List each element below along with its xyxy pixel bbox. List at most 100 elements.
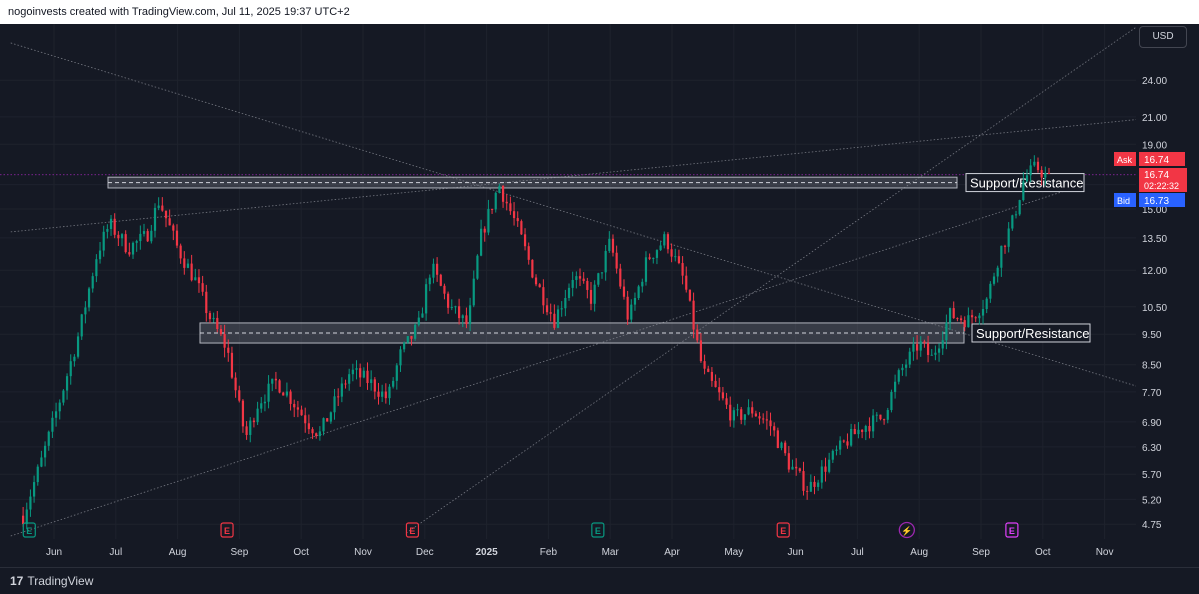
candle[interactable]	[611, 234, 615, 257]
candle[interactable]	[245, 421, 248, 440]
candle[interactable]	[941, 331, 944, 355]
candle[interactable]	[648, 253, 651, 261]
candle[interactable]	[282, 391, 285, 396]
candle[interactable]	[439, 273, 442, 287]
candle[interactable]	[322, 417, 325, 436]
candle[interactable]	[113, 213, 116, 239]
candle[interactable]	[131, 241, 135, 259]
candle[interactable]	[381, 384, 384, 403]
candle[interactable]	[1003, 244, 1007, 254]
candle[interactable]	[787, 445, 790, 473]
candle[interactable]	[527, 242, 530, 265]
candle[interactable]	[600, 272, 604, 279]
candle[interactable]	[879, 414, 882, 421]
candle[interactable]	[197, 269, 201, 293]
candle[interactable]	[978, 312, 981, 325]
candle[interactable]	[893, 374, 897, 399]
candle[interactable]	[1007, 222, 1010, 253]
candle[interactable]	[747, 399, 750, 416]
candle[interactable]	[65, 373, 69, 400]
candle[interactable]	[630, 299, 633, 323]
candle[interactable]	[487, 199, 490, 236]
candle[interactable]	[32, 475, 36, 503]
candle[interactable]	[392, 377, 395, 389]
candle[interactable]	[564, 289, 567, 317]
candle[interactable]	[974, 316, 977, 323]
candle[interactable]	[886, 407, 889, 424]
candle[interactable]	[157, 197, 160, 211]
candle[interactable]	[278, 379, 281, 394]
candle[interactable]	[839, 436, 842, 455]
candle[interactable]	[296, 400, 299, 418]
candle[interactable]	[1040, 166, 1043, 186]
dividend-icon[interactable]: ⚡	[898, 521, 915, 539]
candle[interactable]	[520, 219, 523, 235]
candle[interactable]	[736, 403, 739, 417]
candle[interactable]	[102, 225, 105, 257]
candle[interactable]	[531, 259, 534, 279]
candle[interactable]	[146, 228, 149, 242]
sr-label-box[interactable]	[965, 173, 1085, 193]
candle[interactable]	[725, 392, 728, 409]
candle[interactable]	[791, 459, 794, 470]
candle[interactable]	[674, 248, 677, 262]
candle[interactable]	[743, 413, 746, 426]
candle[interactable]	[414, 323, 417, 341]
candle[interactable]	[465, 307, 468, 329]
candle[interactable]	[436, 257, 439, 282]
candle[interactable]	[468, 297, 472, 332]
candle[interactable]	[597, 272, 600, 287]
candle[interactable]	[1033, 155, 1036, 167]
candle[interactable]	[604, 244, 607, 281]
earnings-icon[interactable]: E	[405, 522, 420, 538]
candle[interactable]	[934, 345, 937, 361]
candle[interactable]	[428, 274, 431, 292]
candle[interactable]	[795, 458, 798, 476]
candle[interactable]	[586, 277, 589, 299]
candle[interactable]	[223, 324, 226, 358]
candle[interactable]	[54, 402, 58, 427]
trendline-diagonal-up-outer[interactable]	[406, 24, 1197, 534]
candle[interactable]	[377, 382, 380, 405]
candle[interactable]	[168, 209, 171, 226]
candle[interactable]	[98, 241, 102, 264]
candle[interactable]	[91, 272, 94, 293]
candle[interactable]	[307, 414, 310, 435]
candle[interactable]	[95, 254, 98, 283]
candle[interactable]	[472, 270, 475, 308]
candle[interactable]	[751, 401, 754, 418]
candle[interactable]	[1014, 210, 1018, 219]
candle[interactable]	[890, 389, 893, 413]
candle[interactable]	[395, 363, 398, 390]
candle[interactable]	[784, 440, 787, 456]
candle[interactable]	[872, 409, 875, 438]
candle[interactable]	[501, 185, 505, 208]
candle[interactable]	[461, 314, 464, 328]
candle[interactable]	[388, 384, 391, 405]
candle[interactable]	[710, 367, 714, 387]
candle[interactable]	[681, 256, 684, 285]
candle[interactable]	[69, 354, 72, 385]
candle[interactable]	[626, 290, 629, 325]
candle[interactable]	[538, 283, 541, 288]
candle[interactable]	[432, 258, 435, 284]
candle[interactable]	[556, 305, 560, 329]
candle[interactable]	[765, 410, 768, 430]
candle[interactable]	[205, 284, 208, 322]
tradingview-logo[interactable]: 17 TradingView	[10, 574, 93, 588]
candle[interactable]	[729, 396, 732, 427]
candle[interactable]	[553, 304, 556, 330]
candle[interactable]	[699, 333, 703, 363]
candle[interactable]	[263, 394, 267, 412]
candle[interactable]	[190, 254, 193, 282]
candle[interactable]	[996, 265, 999, 283]
candle[interactable]	[831, 449, 834, 463]
candle[interactable]	[117, 231, 120, 247]
candle[interactable]	[959, 315, 963, 324]
candle[interactable]	[549, 303, 552, 322]
candle[interactable]	[1036, 157, 1040, 173]
candle[interactable]	[183, 251, 186, 275]
candle[interactable]	[769, 412, 772, 436]
candle[interactable]	[51, 411, 54, 438]
candle[interactable]	[926, 335, 930, 363]
